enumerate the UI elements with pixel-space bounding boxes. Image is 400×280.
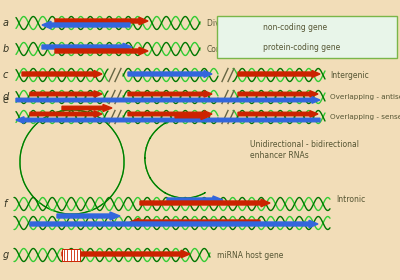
FancyArrow shape (128, 111, 212, 117)
Text: non-coding gene: non-coding gene (263, 24, 327, 32)
FancyArrow shape (55, 17, 148, 25)
Bar (62, 249, 80, 261)
FancyArrow shape (62, 104, 112, 111)
Text: Unidirectional - bidirectional
enhancer RNAs: Unidirectional - bidirectional enhancer … (250, 140, 359, 160)
FancyArrow shape (128, 71, 212, 78)
Text: b: b (3, 44, 9, 54)
Text: f: f (3, 199, 6, 209)
Text: protein-coding gene: protein-coding gene (263, 43, 340, 52)
FancyArrow shape (238, 91, 318, 97)
Text: Convergent: Convergent (207, 45, 252, 53)
FancyArrow shape (57, 212, 120, 220)
FancyArrow shape (238, 111, 318, 117)
FancyArrow shape (30, 111, 102, 117)
FancyArrow shape (175, 113, 210, 120)
FancyArrow shape (30, 220, 318, 228)
Text: Overlapping - sense: Overlapping - sense (330, 114, 400, 120)
Text: Intronic: Intronic (336, 195, 365, 204)
Text: Divergent (pancRNA): Divergent (pancRNA) (207, 18, 288, 27)
FancyArrow shape (130, 218, 260, 226)
Text: c: c (3, 70, 8, 80)
FancyArrow shape (42, 21, 130, 29)
Text: e: e (3, 95, 9, 105)
FancyArrow shape (42, 43, 132, 51)
Text: Intergenic: Intergenic (330, 71, 369, 80)
Text: miRNA host gene: miRNA host gene (217, 251, 283, 260)
Text: d: d (3, 92, 9, 102)
FancyArrow shape (238, 71, 320, 78)
FancyArrow shape (224, 43, 258, 50)
FancyArrow shape (30, 91, 102, 97)
FancyArrow shape (128, 91, 212, 97)
FancyArrow shape (55, 47, 148, 55)
FancyArrow shape (224, 25, 258, 32)
FancyArrow shape (16, 117, 320, 123)
Text: g: g (3, 250, 9, 260)
Text: Overlapping - antisense: Overlapping - antisense (330, 94, 400, 100)
Text: a: a (3, 18, 9, 28)
FancyArrow shape (62, 250, 190, 258)
FancyArrow shape (22, 71, 102, 78)
FancyBboxPatch shape (217, 16, 397, 58)
FancyArrow shape (16, 97, 320, 103)
FancyArrow shape (140, 199, 270, 207)
FancyArrow shape (167, 196, 223, 204)
